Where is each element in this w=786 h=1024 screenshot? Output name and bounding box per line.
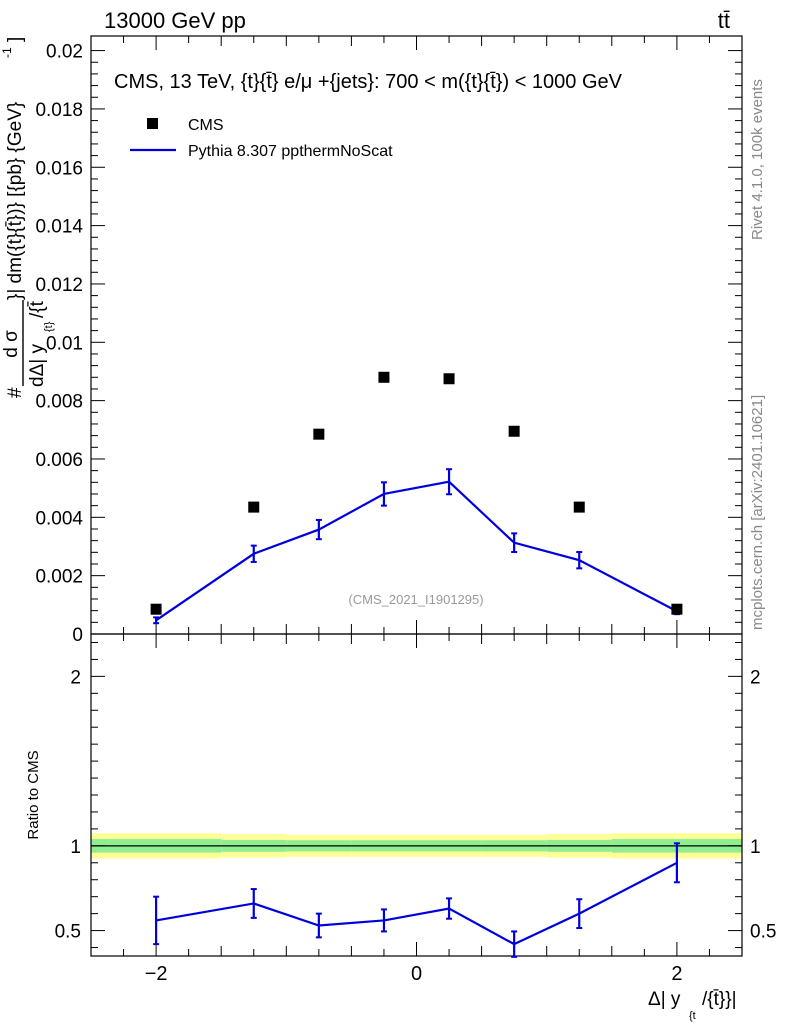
main-y-tick-label: 0.004 <box>35 508 83 529</box>
mcplots-source-label: mcplots.cern.ch [arXiv:2401.10621] <box>749 395 766 630</box>
x-label-subscript: {t <box>689 1010 696 1022</box>
main-y-tick-label: 0.002 <box>35 567 83 588</box>
ratio-y-tick-label-right: 0.5 <box>750 922 776 943</box>
ratio-y-tick-label: 1 <box>70 837 81 858</box>
y-label-tail: /{t̄ <box>27 300 48 318</box>
ratio-mc-line <box>155 861 678 946</box>
ratio-uncertainty-bands <box>91 833 742 859</box>
cms-data-point <box>313 428 325 440</box>
x-tick-label: 0 <box>411 963 422 985</box>
cms-data-point <box>248 501 260 513</box>
cms-data-point <box>378 371 390 383</box>
y-label-close: ] <box>5 37 26 42</box>
main-y-axis-label: # d σ dΔ| y {t} /{t̄ }| dm({t}{t̄})} [{p… <box>0 37 55 398</box>
main-y-tick-label: 0.02 <box>46 42 83 63</box>
ratio-axes: 0.5 0.5 1 1 2 2 −2 0 2 <box>55 633 776 985</box>
main-y-tick-label: 0.014 <box>35 217 83 238</box>
y-label-numerator: d σ <box>1 330 22 358</box>
cms-data-point <box>671 603 683 615</box>
x-tick-label: 2 <box>671 963 682 985</box>
legend: CMS Pythia 8.307 ppthermNoScat <box>130 117 393 160</box>
y-label-prefix: # <box>5 387 26 398</box>
ratio-y-tick-label: 2 <box>70 667 81 688</box>
main-y-tick-label: 0.008 <box>35 392 83 413</box>
main-data-layer <box>150 371 683 625</box>
legend-marker-cms <box>147 118 158 129</box>
x-axis-label: Δ| y {t /{t̄}}| <box>648 989 737 1022</box>
main-y-tick-label: 0.016 <box>35 158 83 179</box>
ratio-y-tick-label: 0.5 <box>55 922 81 943</box>
y-label-denominator: dΔ| y <box>27 344 48 387</box>
main-y-tick-label: 0 <box>72 625 83 646</box>
y-label-subscript: {t} <box>43 321 55 332</box>
cms-data-point <box>508 425 520 437</box>
header-energy-label: 13000 GeV pp <box>104 8 246 33</box>
legend-label-pythia: Pythia 8.307 ppthermNoScat <box>188 143 393 160</box>
ratio-y-tick-label-right: 2 <box>750 667 761 688</box>
y-label-rest: }| dm({t}{t̄})} [{pb} {GeV} <box>5 102 26 300</box>
ratio-data-layer <box>153 842 680 958</box>
y-label-exponent: -1 <box>0 47 14 58</box>
x-tick-label: −2 <box>145 963 168 985</box>
rivet-version-label: Rivet 4.1.0, 100k events <box>749 79 766 240</box>
x-label-main: Δ| y <box>648 989 681 1010</box>
cms-data-point <box>573 501 585 513</box>
cms-data-point <box>150 603 162 615</box>
mc-prediction-line <box>155 480 678 622</box>
ratio-y-tick-label-right: 1 <box>750 837 761 858</box>
main-y-tick-label: 0.018 <box>35 100 83 121</box>
main-y-tick-label: 0.01 <box>46 333 83 354</box>
main-y-tick-label: 0.012 <box>35 275 83 296</box>
legend-label-cms: CMS <box>188 117 224 134</box>
ratio-frame <box>90 633 743 957</box>
main-y-tick-label: 0.006 <box>35 450 83 471</box>
analysis-watermark: (CMS_2021_I1901295) <box>348 592 483 607</box>
main-chart-title: CMS, 13 TeV, {t}{t̄} e/μ +{jets}: 700 < … <box>114 71 623 93</box>
header-process-label: tt̄ <box>718 8 730 33</box>
ratio-y-axis-label: Ratio to CMS <box>25 750 42 839</box>
main-axes: 0 0.002 0.004 0.006 0.008 0.01 0.012 0.014 0.016… <box>35 35 743 646</box>
cms-data-point <box>443 373 455 385</box>
x-label-tail: /{t̄}}| <box>702 989 737 1010</box>
